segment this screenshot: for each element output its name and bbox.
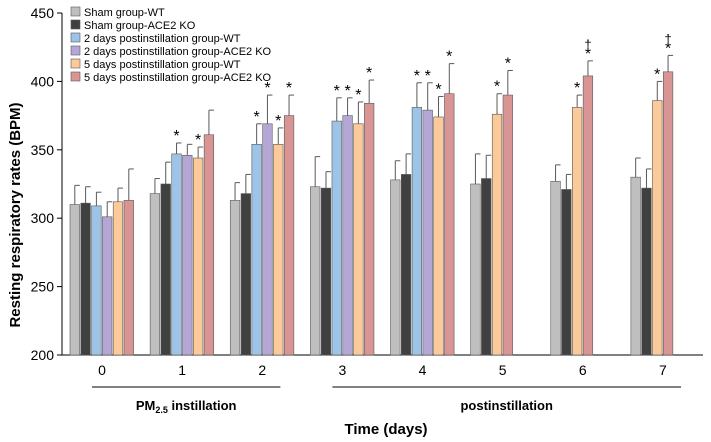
legend-swatch xyxy=(70,45,81,56)
bar xyxy=(273,144,284,356)
bar xyxy=(652,100,663,356)
significance-mark: * xyxy=(334,83,340,100)
bar xyxy=(444,93,455,356)
y-tick-label: 200 xyxy=(31,347,55,363)
bar xyxy=(229,200,241,356)
legend-label: 2 days postinstillation group-WT xyxy=(84,33,241,45)
bar xyxy=(91,205,102,356)
phase-annotations: PM2.5 instillation postinstillation xyxy=(92,386,681,415)
bar xyxy=(641,187,652,356)
bar xyxy=(572,107,583,356)
bar xyxy=(561,189,572,356)
legend-label: Sham group-WT xyxy=(84,7,165,19)
phase-label: postinstillation xyxy=(460,398,553,413)
legend-label: 2 days postinstillation group-ACE2 KO xyxy=(84,46,272,58)
legend-label: 5 days postinstillation group-ACE2 KO xyxy=(84,72,272,84)
bar xyxy=(364,102,375,356)
bar xyxy=(470,183,481,356)
bar xyxy=(80,202,91,356)
significance-mark: * xyxy=(195,132,201,149)
significance-mark: * xyxy=(414,68,420,85)
significance-mark: * xyxy=(275,113,281,130)
significance-mark: * xyxy=(344,83,350,100)
bar xyxy=(502,94,513,356)
x-tick-label: 3 xyxy=(339,362,347,378)
bar xyxy=(310,186,321,356)
bar xyxy=(160,183,171,356)
legend-label: 5 days postinstillation group-WT xyxy=(84,59,241,71)
x-tick-label: 0 xyxy=(98,362,106,378)
x-tick-label: 6 xyxy=(579,362,587,378)
legend-label: Sham group-ACE2 KO xyxy=(84,20,196,32)
bar xyxy=(112,201,124,356)
significance-mark: * xyxy=(435,81,441,98)
bar xyxy=(331,120,342,356)
x-tick-label: 5 xyxy=(499,362,507,378)
significance-mark: * xyxy=(446,49,452,66)
bar xyxy=(102,216,113,356)
bar xyxy=(390,179,401,356)
bar xyxy=(433,116,444,356)
bar xyxy=(662,71,674,356)
significance-mark: * xyxy=(654,66,660,83)
bar xyxy=(283,115,295,356)
bar xyxy=(630,176,641,356)
significance-mark: * xyxy=(254,109,260,126)
bar xyxy=(320,187,332,356)
significance-mark: * xyxy=(585,46,591,63)
y-tick-label: 350 xyxy=(31,142,55,158)
x-tick-label: 4 xyxy=(419,362,427,378)
significance-mark: * xyxy=(505,55,511,72)
bar xyxy=(491,113,503,356)
bar xyxy=(149,193,161,356)
significance-dagger: † xyxy=(584,37,591,52)
bar xyxy=(353,123,364,356)
significance-mark: * xyxy=(264,80,270,97)
legend-swatch xyxy=(70,19,81,30)
bar xyxy=(69,204,80,356)
y-tick-label: 300 xyxy=(31,210,55,226)
bar xyxy=(240,193,251,356)
bar xyxy=(400,174,412,356)
bar xyxy=(182,154,193,356)
significance-mark: * xyxy=(173,128,179,145)
significance-mark: * xyxy=(286,80,292,97)
legend-swatch xyxy=(70,32,81,43)
y-axis-label: Resting respiratory rates (BPM) xyxy=(7,102,24,327)
phase-label: PM2.5 instillation xyxy=(136,398,237,415)
bar xyxy=(203,134,215,356)
bar xyxy=(481,178,492,356)
x-tick-label: 2 xyxy=(258,362,266,378)
y-tick-label: 250 xyxy=(31,279,55,295)
bar xyxy=(550,180,561,356)
bar xyxy=(251,144,262,356)
bar xyxy=(171,153,182,356)
bar xyxy=(262,123,273,356)
y-tick-label: 400 xyxy=(31,73,55,89)
bar xyxy=(193,157,204,356)
x-tick-label: 7 xyxy=(659,362,667,378)
bar xyxy=(342,115,353,356)
significance-mark: * xyxy=(366,65,372,82)
legend-swatch xyxy=(70,58,81,69)
bar xyxy=(123,200,134,356)
significance-dagger: † xyxy=(664,31,671,46)
significance-mark: * xyxy=(355,87,361,104)
bar xyxy=(582,75,594,356)
significance-mark: * xyxy=(574,80,580,97)
x-tick-label: 1 xyxy=(178,362,186,378)
x-axis-label: Time (days) xyxy=(344,421,427,438)
significance-mark: * xyxy=(425,68,431,85)
bar xyxy=(422,109,433,356)
significance-mark: * xyxy=(665,40,671,57)
bar xyxy=(411,107,423,356)
legend-swatch xyxy=(70,71,81,82)
y-tick-label: 450 xyxy=(31,5,55,21)
legend-swatch xyxy=(70,6,81,17)
significance-mark: * xyxy=(494,79,500,96)
